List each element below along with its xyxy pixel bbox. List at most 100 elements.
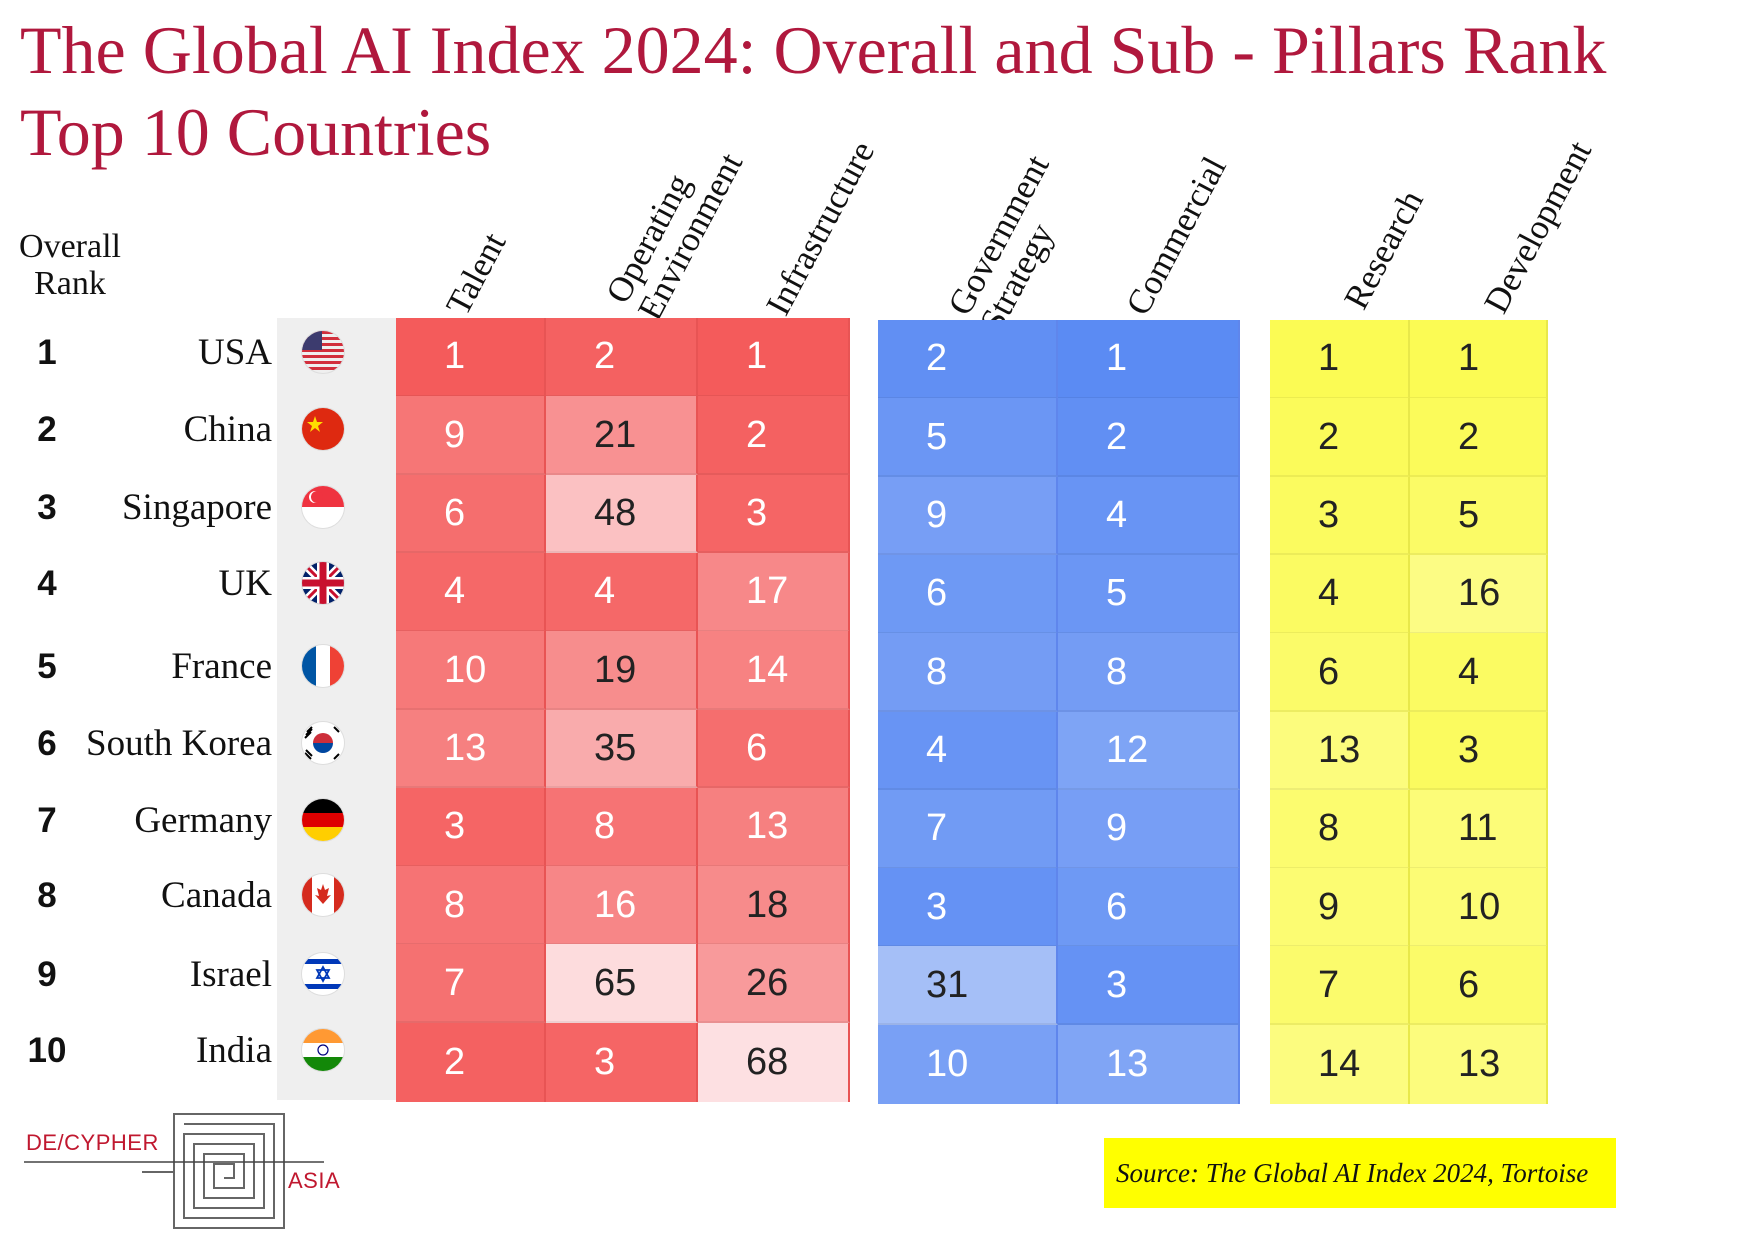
- cell-development-france: 4: [1410, 633, 1548, 713]
- country-name: Singapore: [121, 487, 272, 528]
- cell-infrastructure-canada: 18: [698, 866, 850, 945]
- country-name: UK: [218, 563, 272, 604]
- cell-government-strategy-canada: 3: [878, 868, 1058, 947]
- cell-talent-south-korea: 13: [396, 709, 546, 789]
- cell-talent-canada: 8: [396, 866, 546, 945]
- cell-operating-environment-canada: 16: [546, 866, 698, 945]
- cell-commercial-usa: 1: [1058, 320, 1240, 399]
- cell-commercial-israel: 3: [1058, 946, 1240, 1026]
- cell-commercial-india: 13: [1058, 1024, 1240, 1104]
- overall-rank: 7: [37, 801, 57, 840]
- overall-rank: 1: [37, 333, 57, 372]
- cell-talent-india: 2: [396, 1022, 546, 1102]
- maze-logo-icon: [24, 1113, 354, 1229]
- country-name: Israel: [189, 954, 272, 995]
- cell-government-strategy-uk: 6: [878, 554, 1058, 634]
- cell-government-strategy-singapore: 9: [878, 476, 1058, 556]
- logo-text-asia: ASIA: [288, 1168, 341, 1193]
- cell-operating-environment-uk: 4: [546, 552, 698, 632]
- cell-operating-environment-china: 21: [546, 396, 698, 476]
- cell-research-singapore: 3: [1270, 476, 1410, 556]
- cell-government-strategy-france: 8: [878, 633, 1058, 713]
- singapore-flag-icon: [302, 486, 344, 528]
- cell-operating-environment-france: 19: [546, 631, 698, 711]
- cell-development-singapore: 5: [1410, 476, 1548, 556]
- cell-talent-germany: 3: [396, 787, 546, 867]
- france-flag-icon: [302, 645, 344, 687]
- overall-rank: 9: [37, 955, 57, 994]
- cell-infrastructure-israel: 26: [698, 944, 850, 1024]
- cell-development-china: 2: [1410, 398, 1548, 478]
- south-korea-flag-icon: [302, 722, 344, 764]
- cell-infrastructure-uk: 17: [698, 552, 850, 632]
- country-name: South Korea: [86, 723, 272, 764]
- overall-rank: 5: [37, 647, 57, 686]
- cell-talent-usa: 1: [396, 318, 546, 397]
- cell-research-south-korea: 13: [1270, 711, 1410, 791]
- canada-flag-icon: [302, 874, 344, 916]
- overall-rank-header-line1: Overall: [19, 228, 121, 265]
- cell-talent-uk: 4: [396, 552, 546, 632]
- cell-government-strategy-usa: 2: [878, 320, 1058, 399]
- cell-commercial-china: 2: [1058, 398, 1240, 478]
- cell-research-uk: 4: [1270, 554, 1410, 634]
- column-header-line: Talent: [438, 226, 514, 322]
- uk-flag-icon: [302, 562, 344, 604]
- israel-flag-icon: [302, 953, 344, 995]
- cell-talent-singapore: 6: [396, 474, 546, 554]
- overall-rank-header-line2: Rank: [34, 265, 106, 303]
- column-header-line: Development: [1476, 134, 1600, 320]
- column-header-infrastructure: Infrastructure: [758, 134, 883, 322]
- overall-rank: 3: [37, 488, 57, 527]
- country-name: China: [183, 409, 272, 450]
- column-header-line: Infrastructure: [758, 134, 883, 322]
- overall-rank: 2: [37, 410, 57, 449]
- cell-research-canada: 9: [1270, 868, 1410, 947]
- country-name: France: [171, 646, 272, 687]
- column-header-research: Research: [1336, 184, 1431, 316]
- logo-text-decypher: DE/CYPHER: [26, 1130, 159, 1155]
- chart-title: The Global AI Index 2024: Overall and Su…: [20, 12, 1607, 88]
- country-name: USA: [197, 332, 272, 373]
- cell-commercial-canada: 6: [1058, 868, 1240, 947]
- cell-talent-china: 9: [396, 396, 546, 476]
- cell-commercial-uk: 5: [1058, 554, 1240, 634]
- cell-research-india: 14: [1270, 1024, 1410, 1104]
- cell-research-usa: 1: [1270, 320, 1410, 399]
- cell-government-strategy-south-korea: 4: [878, 711, 1058, 791]
- cell-infrastructure-usa: 1: [698, 318, 850, 397]
- india-flag-icon: [302, 1029, 344, 1071]
- cell-operating-environment-india: 3: [546, 1022, 698, 1102]
- cell-development-usa: 1: [1410, 320, 1548, 399]
- decypher-asia-logo: DE/CYPHER ASIA: [24, 1112, 354, 1237]
- cell-operating-environment-germany: 8: [546, 787, 698, 867]
- column-header-government-strategy: Government Strategy: [940, 149, 1088, 339]
- overall-rank: 10: [27, 1031, 67, 1070]
- overall-rank: 8: [37, 876, 57, 915]
- source-text: Source: The Global AI Index 2024, Tortoi…: [1116, 1157, 1589, 1188]
- cell-infrastructure-germany: 13: [698, 787, 850, 867]
- cell-research-china: 2: [1270, 398, 1410, 478]
- usa-flag-icon: [302, 331, 344, 373]
- cell-commercial-singapore: 4: [1058, 476, 1240, 556]
- cell-government-strategy-germany: 7: [878, 789, 1058, 869]
- cell-infrastructure-france: 14: [698, 631, 850, 711]
- column-header-development: Development: [1476, 134, 1600, 320]
- cell-development-uk: 16: [1410, 554, 1548, 634]
- country-name: Canada: [161, 875, 272, 916]
- cell-development-israel: 6: [1410, 946, 1548, 1026]
- cell-commercial-germany: 9: [1058, 789, 1240, 869]
- cell-infrastructure-china: 2: [698, 396, 850, 476]
- column-header-commercial: Commercial: [1118, 150, 1234, 321]
- cell-operating-environment-south-korea: 35: [546, 709, 698, 789]
- overall-rank: 6: [37, 724, 57, 763]
- cell-infrastructure-india: 68: [698, 1022, 850, 1102]
- overall-rank: 4: [37, 564, 57, 603]
- china-flag-icon: [302, 408, 344, 450]
- country-name: Germany: [134, 800, 272, 841]
- cell-research-germany: 8: [1270, 789, 1410, 869]
- cell-development-india: 13: [1410, 1024, 1548, 1104]
- cell-operating-environment-usa: 2: [546, 318, 698, 397]
- column-header-talent: Talent: [438, 226, 514, 322]
- overall-rank-header: Overall Rank: [8, 228, 132, 303]
